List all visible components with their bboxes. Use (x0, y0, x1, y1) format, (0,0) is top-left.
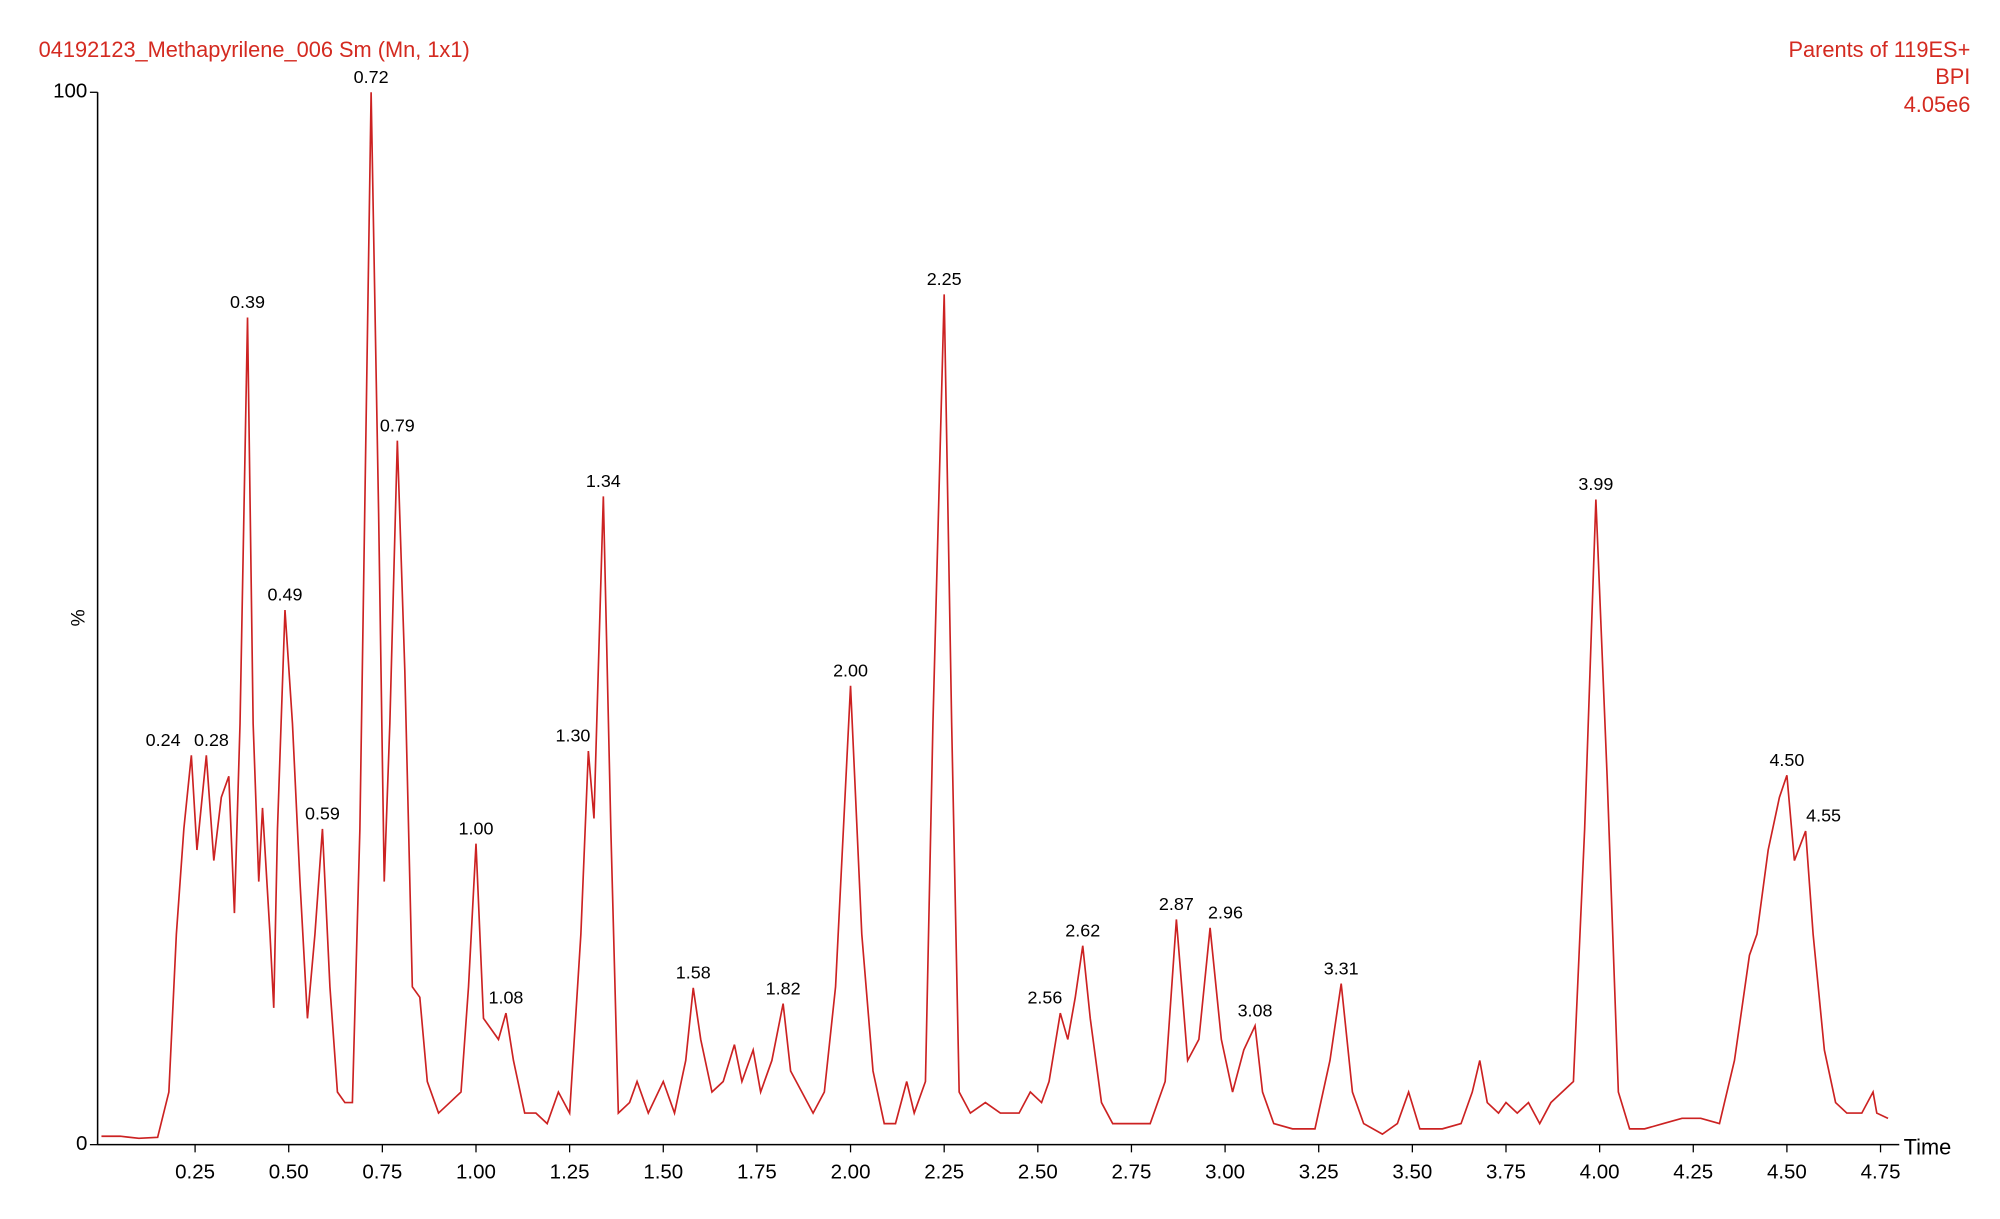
x-tick-label: 3.25 (1299, 1160, 1339, 1183)
peak-label: 1.30 (556, 726, 591, 746)
x-tick-label: 2.25 (924, 1160, 964, 1183)
peak-label: 4.55 (1806, 806, 1841, 826)
peak-label: 1.82 (766, 978, 801, 998)
x-tick-label: 1.00 (456, 1160, 496, 1183)
x-tick-label: 4.50 (1767, 1160, 1807, 1183)
peak-label: 1.00 (459, 818, 494, 838)
x-tick-label: 3.50 (1392, 1160, 1432, 1183)
peak-label: 2.96 (1208, 903, 1243, 923)
x-tick-label: 2.75 (1111, 1160, 1151, 1183)
x-tick-label: 4.00 (1580, 1160, 1620, 1183)
peak-label: 0.28 (194, 730, 229, 750)
y-tick-label: 0 (76, 1132, 87, 1155)
x-tick-label: 4.25 (1673, 1160, 1713, 1183)
peak-label: 3.31 (1324, 958, 1359, 978)
annotation: Parents of 119ES+ (1788, 37, 1970, 62)
peak-label: 2.00 (833, 660, 868, 680)
peak-label: 2.25 (927, 269, 962, 289)
y-tick-label: 100 (53, 80, 87, 103)
peak-label: 0.49 (268, 585, 303, 605)
x-tick-label: 2.50 (1018, 1160, 1058, 1183)
peak-label: 2.62 (1065, 920, 1100, 940)
x-tick-label: 1.25 (550, 1160, 590, 1183)
x-tick-label: 3.75 (1486, 1160, 1526, 1183)
annotation: BPI (1935, 64, 1970, 89)
peak-label: 0.59 (305, 804, 340, 824)
trace (101, 92, 1889, 1140)
x-axis-label: Time (1904, 1134, 1952, 1159)
peak-label: 1.58 (676, 962, 711, 982)
annotation: 4.05e6 (1904, 92, 1971, 117)
chart-title: 04192123_Methapyrilene_006 Sm (Mn, 1x1) (39, 37, 470, 62)
peak-label: 1.08 (488, 988, 523, 1008)
peak-label: 0.79 (380, 415, 415, 435)
peak-label: 0.39 (230, 292, 265, 312)
x-tick-label: 0.50 (269, 1160, 309, 1183)
peak-label: 4.50 (1769, 750, 1804, 770)
x-tick-label: 4.75 (1861, 1160, 1901, 1183)
peak-label: 0.24 (146, 730, 181, 750)
peak-label: 3.08 (1238, 1000, 1273, 1020)
y-axis-label: % (69, 609, 90, 626)
x-tick-label: 0.25 (175, 1160, 215, 1183)
peak-label: 3.99 (1578, 474, 1613, 494)
x-tick-label: 1.75 (737, 1160, 777, 1183)
peak-label: 0.72 (354, 67, 389, 87)
peak-label: 2.87 (1159, 894, 1194, 914)
x-tick-label: 2.00 (831, 1160, 871, 1183)
x-tick-label: 0.75 (362, 1160, 402, 1183)
x-tick-label: 1.50 (643, 1160, 683, 1183)
peak-label: 1.34 (586, 471, 621, 491)
x-tick-label: 3.00 (1205, 1160, 1245, 1183)
peak-label: 2.56 (1027, 988, 1062, 1008)
